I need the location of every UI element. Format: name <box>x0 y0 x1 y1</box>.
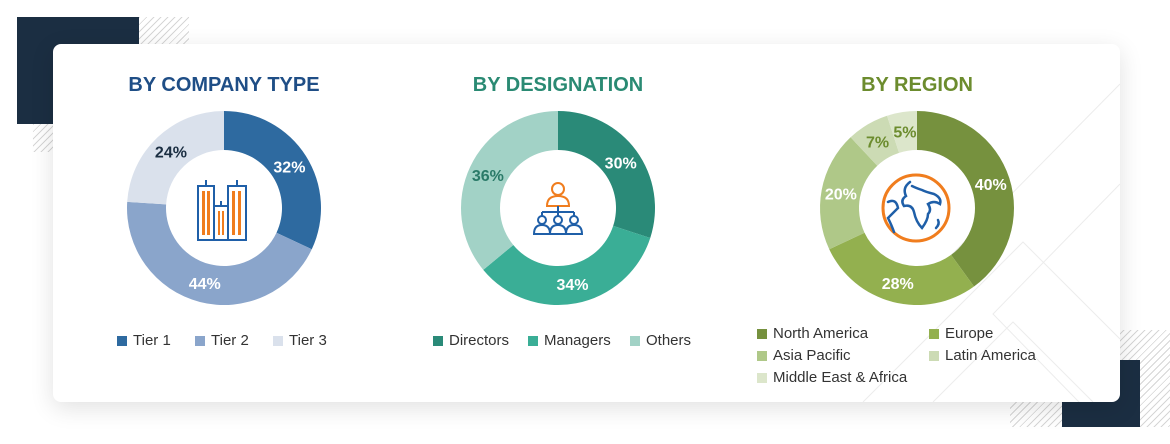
legend-label: Tier 2 <box>211 332 249 349</box>
legend-swatch <box>757 372 767 383</box>
legend-swatch <box>929 350 939 361</box>
legend-swatch <box>273 335 283 346</box>
buildings-icon <box>197 180 247 241</box>
donut-slice-tier-3 <box>127 111 224 205</box>
legend-item: Latin America <box>929 347 1036 364</box>
data-label: 24% <box>155 145 187 162</box>
legend-label: North America <box>773 325 869 342</box>
legend-label: Directors <box>449 332 510 349</box>
legend-item: Asia Pacific <box>757 347 851 364</box>
legend-swatch <box>528 335 538 346</box>
data-label: 44% <box>189 276 221 293</box>
legend-item: Tier 1 <box>117 332 171 349</box>
legend-item: Tier 3 <box>273 332 327 349</box>
donut-slice-managers <box>483 225 651 305</box>
legend-swatch <box>630 335 640 346</box>
legend-item: Tier 2 <box>195 332 249 349</box>
chart-title-company-type: BY COMPANY TYPE <box>128 74 320 96</box>
donut-slice-middle-east-africa <box>887 111 917 153</box>
hatch-decoration <box>33 124 53 152</box>
donut-slice-directors <box>558 111 655 238</box>
data-label: 30% <box>605 155 637 172</box>
legend-label: Tier 1 <box>133 332 171 349</box>
legend-label: Middle East & Africa <box>773 369 908 386</box>
donut-slice-tier-1 <box>224 111 321 250</box>
chart-title-region: BY REGION <box>861 74 973 96</box>
legend-item: Middle East & Africa <box>757 369 907 386</box>
data-label: 34% <box>557 277 589 294</box>
legend-label: Asia Pacific <box>773 347 851 364</box>
legend-swatch <box>757 328 767 339</box>
legend-label: Latin America <box>945 347 1036 364</box>
data-label: 7% <box>866 134 889 151</box>
legend-item: North America <box>757 325 868 342</box>
legend-item: Others <box>630 332 691 349</box>
data-label: 28% <box>882 276 914 293</box>
legend-label: Tier 3 <box>289 332 327 349</box>
legend-swatch <box>195 335 205 346</box>
data-label: 20% <box>825 186 857 203</box>
legend-label: Managers <box>544 332 611 349</box>
donut-slice-tier-2 <box>126 201 312 305</box>
donut-slice-north-america <box>917 111 1014 287</box>
globe-icon <box>881 173 951 243</box>
chart-title-designation: BY DESIGNATION <box>472 74 644 96</box>
legend-item: Europe <box>929 325 993 342</box>
data-label: 5% <box>893 124 916 141</box>
data-label: 32% <box>273 159 305 176</box>
data-label: 40% <box>975 177 1007 194</box>
legend-swatch <box>929 328 939 339</box>
donut-slice-others <box>460 111 558 270</box>
legend-label: Others <box>646 332 692 349</box>
donut-slice-asia-pacific <box>819 137 878 250</box>
legend-swatch <box>757 350 767 361</box>
legend-swatch <box>117 335 127 346</box>
hierarchy-people-icon <box>532 182 584 235</box>
donut-slice-latin-america <box>850 115 900 166</box>
legend-item: Managers <box>528 332 611 349</box>
donut-slice-europe <box>829 232 975 305</box>
hatch-decoration <box>139 17 189 44</box>
legend-item: Directors <box>433 332 509 349</box>
legend-label: Europe <box>945 325 994 342</box>
data-label: 36% <box>472 168 504 185</box>
legend-swatch <box>433 335 443 346</box>
